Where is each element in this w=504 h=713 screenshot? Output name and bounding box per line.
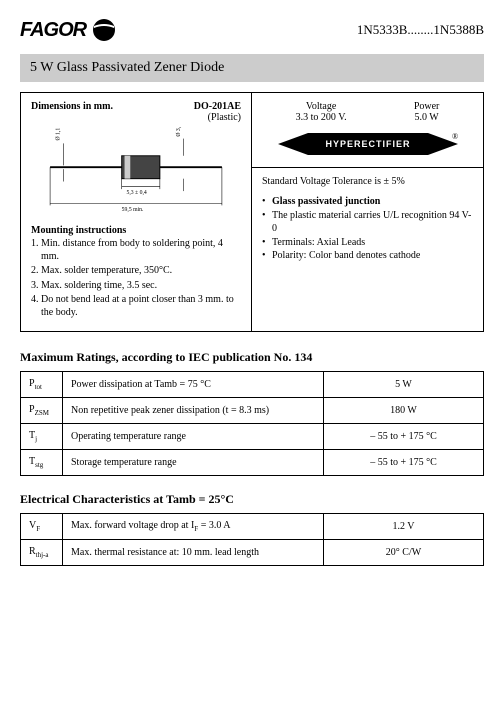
lead-dia-text: Ø 1,1 ± 0,05 <box>56 127 62 141</box>
desc-cell: Operating temperature range <box>63 424 324 450</box>
symbol-cell: Rthj-a <box>21 540 63 566</box>
table-row: Ptot Power dissipation at Tamb = 75 °C 5… <box>21 372 484 398</box>
header: FAGOR 1N5333B........1N5388B <box>20 18 484 42</box>
electrical-table: VF Max. forward voltage drop at IF = 3.0… <box>20 513 484 566</box>
brand-icon <box>92 18 116 42</box>
mounting-instructions: 1. Min. distance from body to soldering … <box>31 238 241 319</box>
svg-text:Ø 3,4 ± 1: Ø 3,4 ± 1 <box>176 127 182 137</box>
desc-cell: Max. thermal resistance at: 10 mm. lead … <box>63 540 324 566</box>
mounting-item: 3. Max. soldering time, 3.5 sec. <box>31 280 241 293</box>
feature-item: Glass passivated junction <box>262 195 473 209</box>
value-cell: – 55 to + 175 °C <box>324 424 484 450</box>
tolerance-text: Standard Voltage Tolerance is ± 5% <box>262 176 473 187</box>
voltage-block: Voltage 3.3 to 200 V. <box>296 101 347 123</box>
logo: FAGOR <box>20 18 116 42</box>
mounting-item: 2. Max. solder temperature, 350°C. <box>31 265 241 278</box>
value-cell: – 55 to + 175 °C <box>324 450 484 476</box>
table-row: Rthj-a Max. thermal resistance at: 10 mm… <box>21 540 484 566</box>
feature-item: The plastic material carries U/L recogni… <box>262 209 473 236</box>
desc-cell: Max. forward voltage drop at IF = 3.0 A <box>63 514 324 540</box>
max-ratings-title: Maximum Ratings, according to IEC public… <box>20 350 484 365</box>
table-row: VF Max. forward voltage drop at IF = 3.0… <box>21 514 484 540</box>
value-cell: 5 W <box>324 372 484 398</box>
feature-list: Glass passivated junction The plastic ma… <box>262 195 473 263</box>
electrical-title: Electrical Characteristics at Tamb = 25°… <box>20 492 484 507</box>
power-label: Power <box>414 101 440 112</box>
package-material: (Plastic) <box>208 112 241 123</box>
desc-cell: Non repetitive peak zener dissipation (t… <box>63 398 324 424</box>
max-ratings-table: Ptot Power dissipation at Tamb = 75 °C 5… <box>20 371 484 476</box>
part-number-range: 1N5333B........1N5388B <box>357 22 484 38</box>
power-block: Power 5.0 W <box>414 101 440 123</box>
voltage-value: 3.3 to 200 V. <box>296 112 347 123</box>
spec-left-panel: Dimensions in mm. DO-201AE (Plastic) <box>21 93 252 331</box>
table-row: Tj Operating temperature range – 55 to +… <box>21 424 484 450</box>
voltage-label: Voltage <box>296 101 347 112</box>
svg-text:HYPERECTIFIER: HYPERECTIFIER <box>325 139 410 149</box>
symbol-cell: Ptot <box>21 372 63 398</box>
mounting-item: 1. Min. distance from body to soldering … <box>31 238 241 263</box>
symbol-cell: Tstg <box>21 450 63 476</box>
feature-item: Terminals: Axial Leads <box>262 236 473 250</box>
svg-text:®: ® <box>452 132 458 141</box>
table-row: Tstg Storage temperature range – 55 to +… <box>21 450 484 476</box>
hyperectifier-badge: HYPERECTIFIER ® <box>262 131 473 157</box>
desc-cell: Power dissipation at Tamb = 75 °C <box>63 372 324 398</box>
dimension-diagram: Ø 1,1 ± 0,05 Ø 3,4 ± 1 5,3 ± 0,4 59,5 mi… <box>31 127 241 217</box>
value-cell: 20° C/W <box>324 540 484 566</box>
mounting-title: Mounting instructions <box>31 225 241 236</box>
package-code: DO-201AE <box>194 101 241 112</box>
symbol-cell: PZSM <box>21 398 63 424</box>
table-row: PZSM Non repetitive peak zener dissipati… <box>21 398 484 424</box>
svg-text:5,3 ± 0,4: 5,3 ± 0,4 <box>126 190 146 196</box>
symbol-cell: Tj <box>21 424 63 450</box>
spec-panel: Dimensions in mm. DO-201AE (Plastic) <box>20 92 484 332</box>
svg-text:59,5 min.: 59,5 min. <box>122 207 144 213</box>
page-title: 5 W Glass Passivated Zener Diode <box>20 54 484 82</box>
junction-title: Glass passivated junction <box>272 196 380 207</box>
symbol-cell: VF <box>21 514 63 540</box>
brand-text: FAGOR <box>20 19 86 42</box>
value-cell: 1.2 V <box>324 514 484 540</box>
value-cell: 180 W <box>324 398 484 424</box>
dimensions-label: Dimensions in mm. <box>31 101 113 123</box>
spec-right-panel: Voltage 3.3 to 200 V. Power 5.0 W HYPERE… <box>252 93 483 331</box>
power-value: 5.0 W <box>414 112 440 123</box>
feature-item: Polarity: Color band denotes cathode <box>262 249 473 263</box>
desc-cell: Storage temperature range <box>63 450 324 476</box>
mounting-item: 4. Do not bend lead at a point closer th… <box>31 294 241 319</box>
package-type: DO-201AE (Plastic) <box>194 101 241 123</box>
